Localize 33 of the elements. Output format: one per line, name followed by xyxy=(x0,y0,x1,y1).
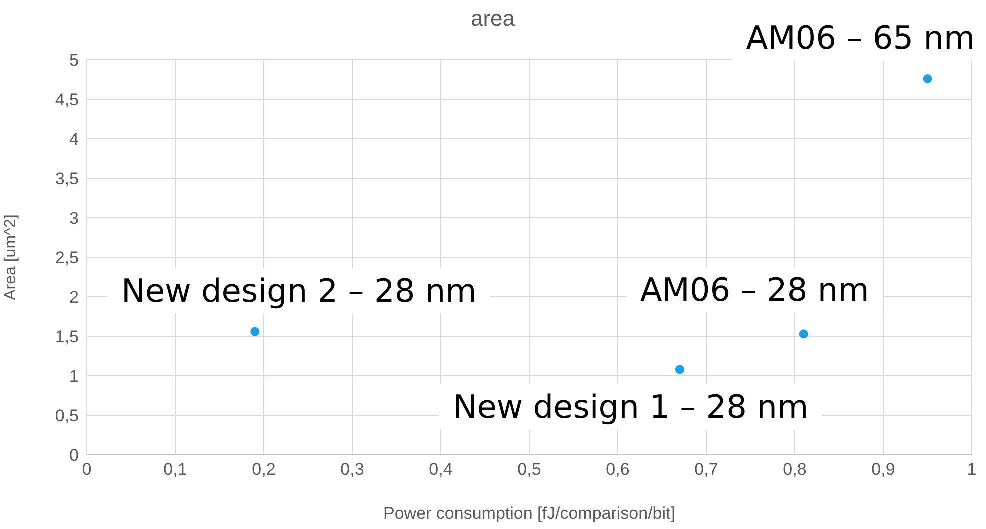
y-tick-label: 3 xyxy=(70,209,79,228)
y-tick-label: 1,5 xyxy=(55,328,79,347)
x-tick-label: 1 xyxy=(967,460,977,480)
point xyxy=(923,74,932,84)
x-tick-label: 0 xyxy=(82,460,92,480)
x-tick-label: 0,2 xyxy=(252,460,276,480)
x-tick-label: 0,4 xyxy=(429,460,453,480)
y-tick-label: 5 xyxy=(70,51,79,70)
x-tick-label: 0,3 xyxy=(340,460,364,480)
y-tick-label: 0 xyxy=(70,446,79,466)
x-tick-label: 0,1 xyxy=(164,460,188,480)
y-tick-label: 3,5 xyxy=(55,170,79,189)
y-tick-label: 1 xyxy=(70,367,79,386)
point xyxy=(250,327,260,336)
y-tick-label: 4 xyxy=(70,130,79,150)
x-tick-label: 0,5 xyxy=(518,460,542,480)
x-tick-label: 0,7 xyxy=(694,460,718,480)
y-tick-label: 4,5 xyxy=(55,90,79,110)
annotation: New design 1 – 28 nm xyxy=(439,384,823,430)
chart-title: area xyxy=(470,6,516,31)
y-axis-title: Area [um^2] xyxy=(2,214,20,300)
annotation: AM06 – 28 nm xyxy=(626,267,884,314)
x-tick-label: 0,9 xyxy=(872,460,896,480)
annotation: AM06 – 65 nm xyxy=(732,14,986,61)
y-tick-label: 2 xyxy=(70,288,79,308)
y-tick-label: 2,5 xyxy=(55,248,79,268)
annotation: New design 2 – 28 nm xyxy=(107,268,491,314)
y-tick-label: 0,5 xyxy=(55,406,79,426)
x-axis-title: Power consumption [fJ/comparison/bit] xyxy=(384,504,676,523)
point xyxy=(799,330,808,339)
x-tick-label: 0,8 xyxy=(783,460,807,480)
x-tick-label: 0,6 xyxy=(606,460,630,480)
point xyxy=(675,365,684,374)
